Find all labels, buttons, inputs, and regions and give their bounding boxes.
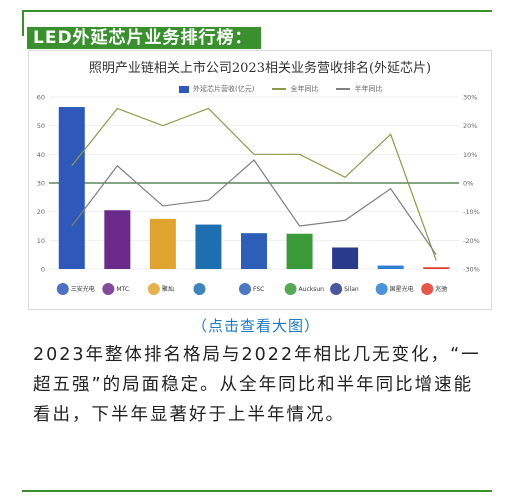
company-logo-icon: [284, 283, 297, 295]
view-large-image-link[interactable]: （点击查看大图）: [191, 317, 320, 335]
bar: [241, 233, 267, 269]
y-tick-label-left: 50: [37, 122, 45, 130]
legend-label: 全年同比: [290, 85, 319, 93]
series-line: [71, 107, 437, 261]
y-tick-label-right: -10%: [463, 208, 480, 216]
y-tick-label-left: 20: [37, 208, 45, 216]
company-logo-text: 兆驰: [435, 285, 447, 293]
y-tick-label-left: 30: [37, 180, 45, 188]
bar: [58, 107, 85, 270]
chart-plot: 0 10 20 30 40 50 60 -30% -20% -10% 0% 10% 20% 30% 三安光电…: [37, 94, 480, 295]
legend-label: 外延芯片营收(亿元): [193, 85, 255, 93]
bar: [377, 265, 404, 269]
company-logo-text: 国星光电: [390, 285, 414, 293]
company-logo-icon: [330, 283, 343, 295]
y-tick-label-left: 0: [41, 266, 45, 274]
bar: [286, 233, 313, 269]
frame-top-rule: [22, 10, 492, 12]
chart-title: 照明产业链相关上市公司2023相关业务营收排名(外延芯片): [88, 61, 432, 76]
bar: [104, 210, 131, 269]
legend-item-full-year: 全年同比: [272, 84, 318, 94]
bar: [149, 218, 176, 269]
company-logo-icon: [421, 283, 434, 295]
y-tick-label-right: 10%: [463, 151, 477, 159]
chart-image[interactable]: 照明产业链相关上市公司2023相关业务营收排名(外延芯片) 外延芯片营收(亿元)…: [28, 50, 492, 310]
y-tick-label-right: -20%: [463, 237, 480, 245]
y-tick-label-right: 0%: [463, 180, 473, 188]
company-logo-text: FSC: [253, 286, 264, 293]
y-tick-label-left: 60: [37, 94, 45, 102]
company-logo-icon: [375, 283, 388, 295]
frame-bottom-rule: [22, 490, 492, 492]
section-banner: LED外延芯片业务排行榜：: [27, 27, 261, 49]
legend-label: 半年同比: [354, 85, 383, 93]
series-line: [71, 159, 437, 256]
company-logo-text: Silan: [344, 286, 359, 293]
company-logo-icon: [239, 283, 251, 295]
company-logo-icon: [193, 283, 206, 295]
y-tick-label-right: -30%: [463, 266, 480, 274]
company-logo-text: Aucksun: [299, 286, 325, 293]
bar: [332, 247, 359, 269]
company-logo-icon: [102, 283, 115, 295]
legend-swatch-line: [272, 88, 287, 90]
bar: [423, 267, 450, 269]
chart-legend: 外延芯片营收(亿元) 全年同比 半年同比: [179, 84, 382, 94]
company-logo-text: 三安光电: [71, 285, 95, 293]
legend-item-half-year: 半年同比: [336, 84, 382, 94]
company-logo-icon: [56, 283, 69, 295]
y-tick-label-right: 30%: [463, 94, 477, 102]
bar: [195, 224, 222, 269]
y-tick-label-left: 40: [37, 151, 45, 159]
frame-side-rule: [22, 10, 24, 36]
legend-item-revenue: 外延芯片营收(亿元): [179, 84, 254, 94]
company-logo-icon: [147, 283, 160, 295]
legend-swatch-bar: [179, 85, 189, 93]
body-paragraph: 2023年整体排名格局与2022年相比几无变化，“一超五强”的局面稳定。从全年同…: [33, 345, 481, 425]
legend-swatch-line: [336, 88, 351, 90]
y-tick-label-right: 20%: [463, 122, 477, 130]
y-tick-label-left: 10: [37, 237, 45, 245]
company-logo-text: 聚灿: [162, 285, 174, 293]
company-logo-text: MTC: [116, 286, 129, 293]
